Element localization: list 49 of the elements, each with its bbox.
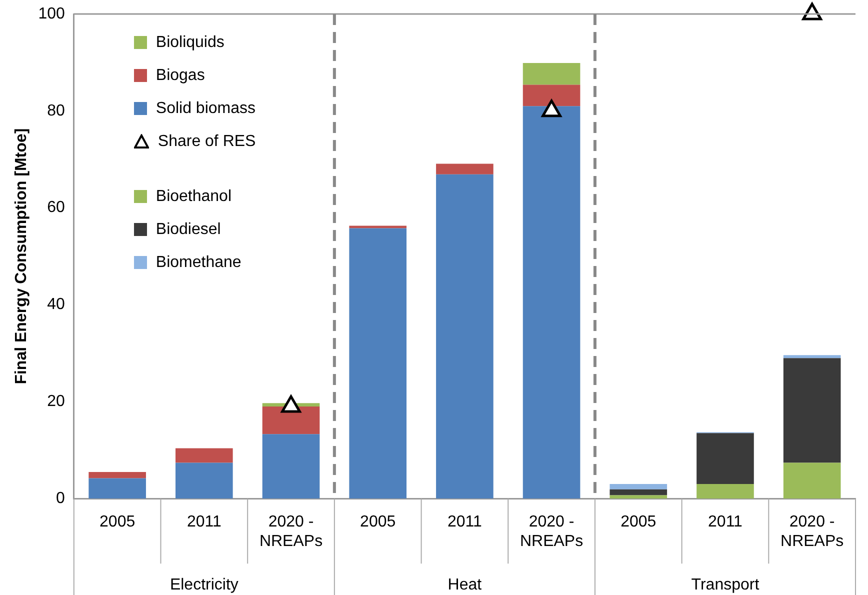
x-tick-label: 2011	[708, 514, 743, 531]
y-tick-label: 0	[56, 490, 65, 508]
bar	[436, 174, 494, 499]
bar	[262, 434, 320, 499]
y-tick-label: 60	[47, 199, 65, 216]
bar	[349, 228, 407, 499]
bar	[262, 406, 320, 434]
bar	[610, 484, 668, 490]
x-tick-label: 2011	[447, 514, 482, 531]
legend-label: Share of RES	[158, 132, 256, 150]
legend-label: Biogas	[156, 66, 205, 84]
y-tick-label: 40	[47, 296, 65, 314]
bar	[88, 472, 146, 478]
legend-label: Biomethane	[156, 254, 242, 272]
legend-label: Bioethanol	[156, 188, 232, 206]
bar	[783, 355, 841, 358]
bar	[522, 84, 580, 106]
point	[281, 395, 301, 413]
bar	[522, 62, 580, 85]
legend-label: Biodiesel	[156, 220, 221, 238]
text: Heat	[448, 576, 482, 594]
x-tick-label: 2011	[186, 514, 222, 531]
text: Electricity	[170, 576, 238, 594]
point	[802, 2, 822, 20]
x-tick-label: 2020 - NREAPs	[259, 514, 323, 550]
x-tick-label: 2005	[360, 514, 396, 531]
point	[542, 100, 562, 118]
text: Transport	[691, 576, 760, 594]
bar	[696, 433, 754, 484]
bar	[610, 495, 668, 499]
bar	[176, 448, 233, 463]
x-tick-label: 2020 - NREAPs	[520, 514, 584, 550]
bar	[610, 489, 668, 496]
y-axis-title: Final Energy Consumption [Mtoe]	[13, 128, 30, 384]
y-tick-label: 20	[47, 393, 65, 410]
x-tick-label: 2005	[620, 514, 656, 531]
x-tick-label: 2020 - NREAPs	[780, 514, 844, 550]
bar	[436, 164, 494, 174]
legend-label: Solid biomass	[156, 100, 256, 118]
bar	[176, 462, 233, 499]
legend-label: Bioliquids	[156, 34, 224, 52]
y-tick-label: 100	[38, 5, 65, 22]
x-tick-label: 2005	[100, 514, 136, 531]
bar	[783, 358, 841, 463]
bar	[88, 478, 146, 499]
bar	[522, 106, 580, 499]
bar	[783, 462, 841, 499]
y-tick-label: 80	[47, 102, 65, 120]
bar	[696, 484, 754, 499]
